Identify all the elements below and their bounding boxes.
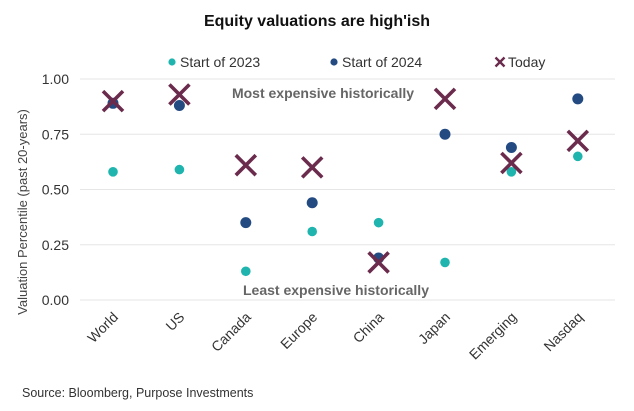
point-start-of-2023 [373,217,384,228]
series-start-of-2024 [107,93,584,264]
legend-label: Start of 2024 [342,54,422,70]
point-start-of-2024 [240,217,252,229]
point-today [566,129,590,153]
point-start-of-2024 [173,100,185,112]
x-tick-label: World [84,309,121,346]
legend-item-today: Today [494,54,545,70]
legend-label: Today [508,54,545,70]
point-today [234,153,258,177]
x-tick-label: Europe [277,309,320,352]
point-start-of-2023 [307,226,318,237]
x-category-labels: World US Canada Europe China Japan Emerging Nas… [84,309,586,363]
x-tick-label: China [350,309,387,346]
y-tick-label: 0.50 [42,182,69,198]
point-today [101,89,125,113]
legend: Start of 2023 Start of 2024 Today [168,54,545,70]
x-tick-label: Nasdaq [540,309,585,354]
legend-label: Start of 2023 [180,54,260,70]
annotation-least-expensive: Least expensive historically [243,282,429,298]
chart-title: Equity valuations are high'ish [204,13,430,30]
legend-marker [330,58,338,66]
y-tick-label: 1.00 [42,71,69,87]
y-tick-label: 0.25 [42,237,69,253]
x-tick-label: Japan [415,309,453,347]
point-today [367,251,390,274]
y-tick-labels: 0.00 0.25 0.50 0.75 1.00 [42,71,69,308]
point-start-of-2024 [306,197,318,209]
point-today [433,87,457,111]
point-start-of-2023 [440,257,450,268]
legend-marker [168,58,176,66]
y-tick-label: 0.75 [42,126,69,142]
series-today [101,83,590,274]
legend-item-start-of-2024: Start of 2024 [330,54,422,70]
point-start-of-2023 [174,164,185,175]
y-gridlines [80,78,615,301]
legend-item-start-of-2023: Start of 2023 [168,54,260,70]
y-tick-label: 0.00 [42,292,69,308]
point-start-of-2024 [505,142,517,154]
source-note: Source: Bloomberg, Purpose Investments [22,386,253,400]
point-start-of-2023 [506,167,517,177]
x-tick-label: Emerging [466,309,520,363]
data-points [101,83,590,277]
legend-marker [494,56,506,68]
point-start-of-2023 [573,151,583,162]
x-tick-label: US [162,309,187,334]
point-start-of-2023 [241,266,251,277]
y-axis-label: Valuation Percentile (past 20-years) [15,109,30,315]
point-today [500,151,523,175]
point-start-of-2024 [439,128,451,140]
point-start-of-2023 [108,167,118,177]
point-start-of-2024 [572,93,584,105]
annotation-most-expensive: Most expensive historically [232,85,414,101]
x-tick-label: Canada [208,309,254,355]
series-start-of-2023 [108,151,583,277]
point-today [300,156,324,179]
point-today [168,83,191,106]
